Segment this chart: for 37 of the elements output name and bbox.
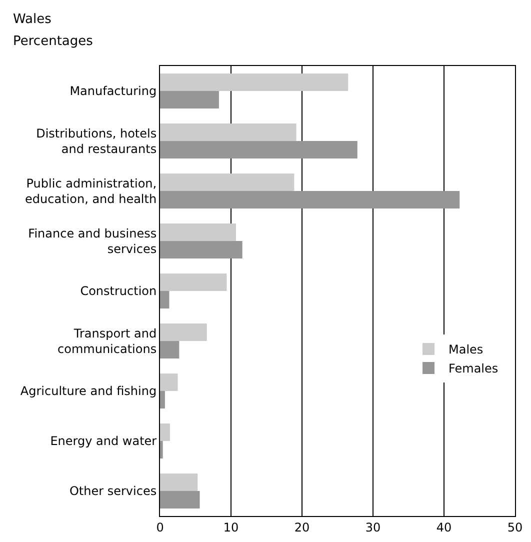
x-tick-label: 0	[156, 520, 164, 534]
text: Percentages	[13, 34, 94, 49]
y-tick-label: Other services	[69, 484, 157, 498]
y-tick-label: Distributions, hotels and restaurants	[36, 126, 157, 156]
bar	[160, 391, 165, 408]
bar	[160, 274, 227, 291]
bar	[160, 491, 200, 508]
bar	[160, 474, 198, 491]
y-tick-label: Manufacturing	[70, 84, 157, 98]
y-tick-label: Energy and water	[50, 434, 157, 448]
bar	[160, 291, 170, 308]
bar	[160, 224, 236, 241]
y-tick-label: Construction	[80, 284, 157, 298]
bar	[160, 124, 296, 141]
x-tick-label: 10	[223, 520, 239, 534]
y-tick-label: Finance and business services	[28, 226, 157, 256]
bar	[160, 91, 219, 108]
x-tick-label: 20	[294, 520, 310, 534]
bar	[160, 341, 180, 358]
bar	[160, 424, 170, 441]
x-tick-label: 50	[507, 520, 523, 534]
y-tick-label: Agriculture and fishing	[20, 384, 157, 398]
y-tick-label: Transport and communications	[58, 326, 157, 356]
x-tick-label: 40	[436, 520, 452, 534]
bar	[160, 241, 242, 258]
legend-label: Females	[448, 362, 498, 376]
bar	[160, 74, 348, 91]
bar	[160, 374, 178, 391]
bar	[160, 441, 163, 458]
bar	[160, 324, 207, 341]
legend-label: Males	[448, 342, 484, 357]
bar	[160, 191, 460, 208]
y-tick-label: Public administration, education, and health	[25, 176, 157, 206]
bar	[160, 141, 358, 158]
x-tick-label: 30	[365, 520, 381, 534]
bar	[160, 174, 294, 191]
text: Wales	[13, 12, 52, 27]
